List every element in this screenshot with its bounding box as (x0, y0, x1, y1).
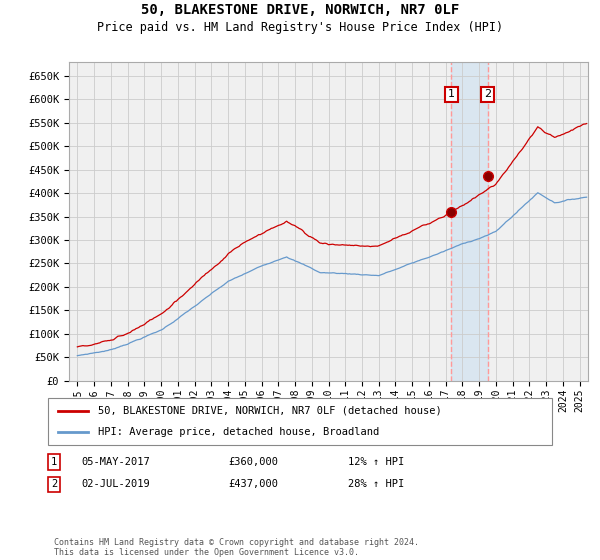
Text: £437,000: £437,000 (228, 479, 278, 489)
Text: HPI: Average price, detached house, Broadland: HPI: Average price, detached house, Broa… (98, 427, 380, 437)
Text: 50, BLAKESTONE DRIVE, NORWICH, NR7 0LF: 50, BLAKESTONE DRIVE, NORWICH, NR7 0LF (141, 3, 459, 17)
Text: Contains HM Land Registry data © Crown copyright and database right 2024.
This d: Contains HM Land Registry data © Crown c… (54, 538, 419, 557)
Text: 12% ↑ HPI: 12% ↑ HPI (348, 457, 404, 467)
Text: 50, BLAKESTONE DRIVE, NORWICH, NR7 0LF (detached house): 50, BLAKESTONE DRIVE, NORWICH, NR7 0LF (… (98, 406, 442, 416)
Text: 1: 1 (448, 90, 455, 100)
Text: 1: 1 (51, 457, 57, 467)
Text: 05-MAY-2017: 05-MAY-2017 (81, 457, 150, 467)
Text: 2: 2 (484, 90, 491, 100)
Text: Price paid vs. HM Land Registry's House Price Index (HPI): Price paid vs. HM Land Registry's House … (97, 21, 503, 34)
Bar (451, 62, 488, 381)
Text: 2: 2 (51, 479, 57, 489)
FancyBboxPatch shape (48, 398, 552, 445)
Text: 28% ↑ HPI: 28% ↑ HPI (348, 479, 404, 489)
Text: 02-JUL-2019: 02-JUL-2019 (81, 479, 150, 489)
Text: £360,000: £360,000 (228, 457, 278, 467)
